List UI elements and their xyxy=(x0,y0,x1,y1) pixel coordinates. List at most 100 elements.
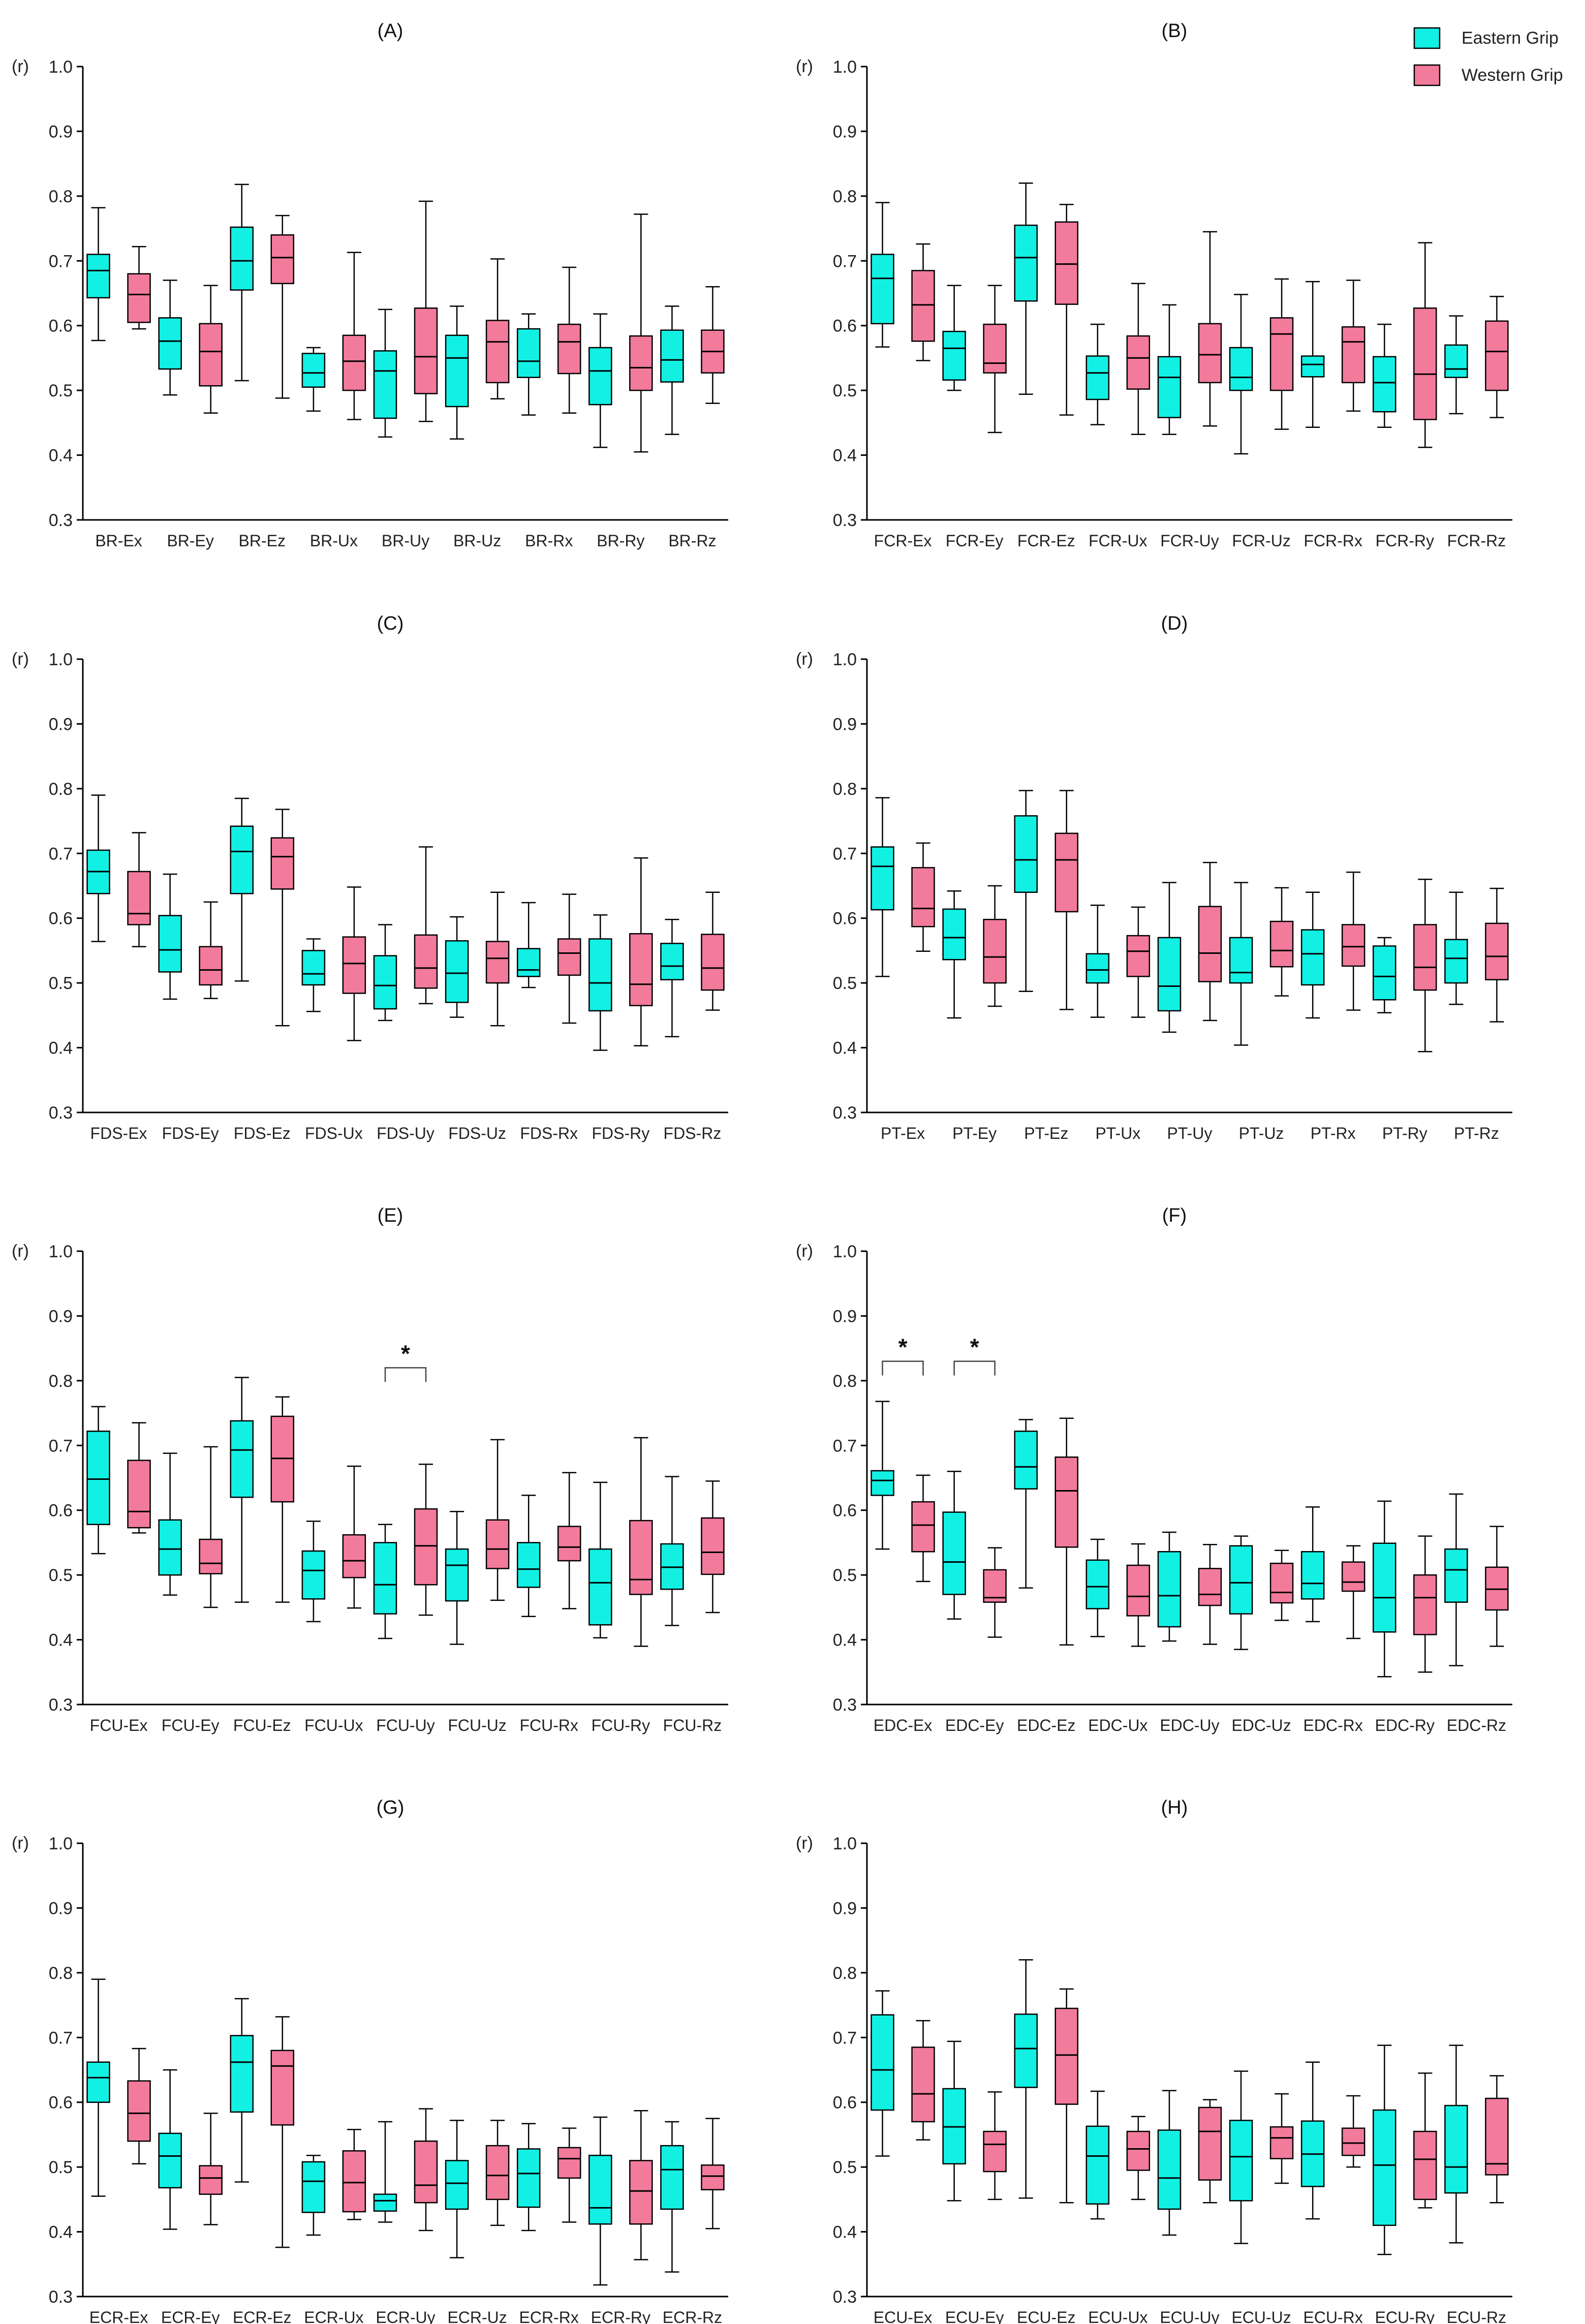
x-tick-label: EDC-Uz xyxy=(1231,1716,1291,1734)
y-tick-label: 0.4 xyxy=(49,2223,73,2242)
y-tick-label: 0.6 xyxy=(49,909,73,928)
legend-label-western: Western Grip xyxy=(1462,66,1563,85)
box-western xyxy=(911,270,935,342)
box-eastern xyxy=(1014,224,1038,302)
box-eastern xyxy=(1157,1551,1182,1628)
x-tick-label: FCU-Ry xyxy=(592,1716,650,1734)
x-tick-label: ECU-Ez xyxy=(1017,2308,1076,2324)
x-tick-label: ECU-Uz xyxy=(1231,2308,1291,2324)
y-tick-label: 0.5 xyxy=(49,974,73,993)
box-eastern xyxy=(1300,929,1325,986)
panel-title: (E) xyxy=(378,1205,403,1226)
y-tick-label: 0.9 xyxy=(833,1307,857,1326)
box-eastern xyxy=(373,2193,397,2212)
legend-label-eastern: Eastern Grip xyxy=(1462,28,1559,48)
y-tick-label: 0.6 xyxy=(833,317,857,336)
box-western xyxy=(1485,2097,1509,2176)
x-tick-label: EDC-Rx xyxy=(1303,1716,1363,1734)
box-western xyxy=(911,867,935,927)
box-eastern xyxy=(516,948,541,977)
box-eastern xyxy=(942,330,966,381)
y-tick-label: 0.7 xyxy=(49,1436,73,1455)
y-tick-label: 0.6 xyxy=(49,317,73,336)
x-tick-label: ECR-Uy xyxy=(376,2308,435,2324)
y-tick-label: 1.0 xyxy=(833,57,857,77)
x-tick-label: BR-Ex xyxy=(95,532,142,550)
box-eastern xyxy=(230,2035,254,2113)
x-tick-label: BR-Rx xyxy=(525,532,573,550)
x-tick-label: FCU-Rz xyxy=(663,1716,722,1734)
box-western xyxy=(701,2164,725,2190)
y-tick-label: 0.3 xyxy=(49,511,73,530)
box-eastern xyxy=(1300,355,1325,378)
x-tick-label: ECR-Rz xyxy=(663,2308,722,2324)
box-western xyxy=(485,941,510,984)
y-tick-label: 1.0 xyxy=(833,650,857,669)
box-eastern xyxy=(1085,1559,1110,1609)
x-tick-label: PT-Uz xyxy=(1239,1124,1284,1142)
y-tick-label: 1.0 xyxy=(49,57,73,77)
box-eastern xyxy=(1373,945,1396,1001)
x-tick-label: ECR-Ry xyxy=(591,2308,650,2324)
box-eastern xyxy=(158,2132,182,2189)
legend-swatch-western xyxy=(1413,64,1441,86)
box-eastern xyxy=(660,329,684,383)
x-tick-label: FCU-Ex xyxy=(90,1716,148,1734)
box-western xyxy=(701,1517,725,1575)
x-tick-label: FCR-Ey xyxy=(946,532,1004,550)
box-western xyxy=(1198,323,1222,384)
box-western xyxy=(342,2150,366,2213)
box-eastern xyxy=(942,1511,966,1595)
box-western xyxy=(1413,924,1437,991)
y-tick-label: 0.5 xyxy=(833,2158,857,2177)
box-eastern xyxy=(1373,2109,1396,2226)
box-western xyxy=(199,946,223,986)
x-tick-label: BR-Ux xyxy=(310,532,358,550)
box-western xyxy=(911,1501,935,1553)
box-western xyxy=(342,334,366,391)
box-eastern xyxy=(1085,355,1110,400)
x-tick-label: FCR-Uz xyxy=(1232,532,1291,550)
box-western xyxy=(270,837,295,890)
box-western xyxy=(1485,922,1509,981)
box-western xyxy=(127,1460,151,1529)
y-tick-label: 0.6 xyxy=(833,909,857,928)
box-eastern xyxy=(1373,1542,1396,1633)
y-unit-label: (r) xyxy=(796,649,813,669)
x-tick-label: FCU-Uz xyxy=(448,1716,507,1734)
significance-bracket xyxy=(882,1360,924,1376)
x-tick-label: ECU-Rx xyxy=(1303,2308,1363,2324)
box-eastern xyxy=(588,2154,612,2225)
y-tick-label: 0.4 xyxy=(49,1631,73,1650)
box-eastern xyxy=(1229,347,1253,391)
box-eastern xyxy=(1085,2125,1110,2205)
x-tick-label: FCR-Rz xyxy=(1447,532,1506,550)
y-tick-label: 0.4 xyxy=(833,1039,857,1058)
y-tick-label: 0.3 xyxy=(833,2287,857,2307)
box-western xyxy=(127,871,151,925)
x-tick-label: FDS-Rz xyxy=(664,1124,722,1142)
x-tick-label: PT-Rz xyxy=(1454,1124,1499,1142)
y-tick-label: 0.9 xyxy=(833,715,857,734)
box-western xyxy=(270,2050,295,2126)
box-western xyxy=(1413,307,1437,420)
box-western xyxy=(342,1534,366,1578)
box-western xyxy=(557,1526,581,1562)
box-eastern xyxy=(871,846,894,911)
x-tick-label: FCR-Uy xyxy=(1160,532,1219,550)
x-tick-label: FCU-Ux xyxy=(304,1716,363,1734)
y-tick-label: 0.9 xyxy=(833,122,857,141)
box-eastern xyxy=(1157,356,1182,418)
y-tick-label: 0.3 xyxy=(833,511,857,530)
x-tick-label: FCU-Ey xyxy=(162,1716,220,1734)
box-western xyxy=(983,919,1007,984)
box-eastern xyxy=(942,908,966,960)
box-eastern xyxy=(1014,815,1038,893)
box-western xyxy=(270,234,295,285)
box-western xyxy=(1413,1574,1437,1635)
y-tick-label: 0.8 xyxy=(49,1372,73,1391)
box-eastern xyxy=(588,347,612,406)
x-tick-label: FDS-Uz xyxy=(448,1124,506,1142)
box-eastern xyxy=(1229,2120,1253,2202)
box-eastern xyxy=(588,938,612,1012)
